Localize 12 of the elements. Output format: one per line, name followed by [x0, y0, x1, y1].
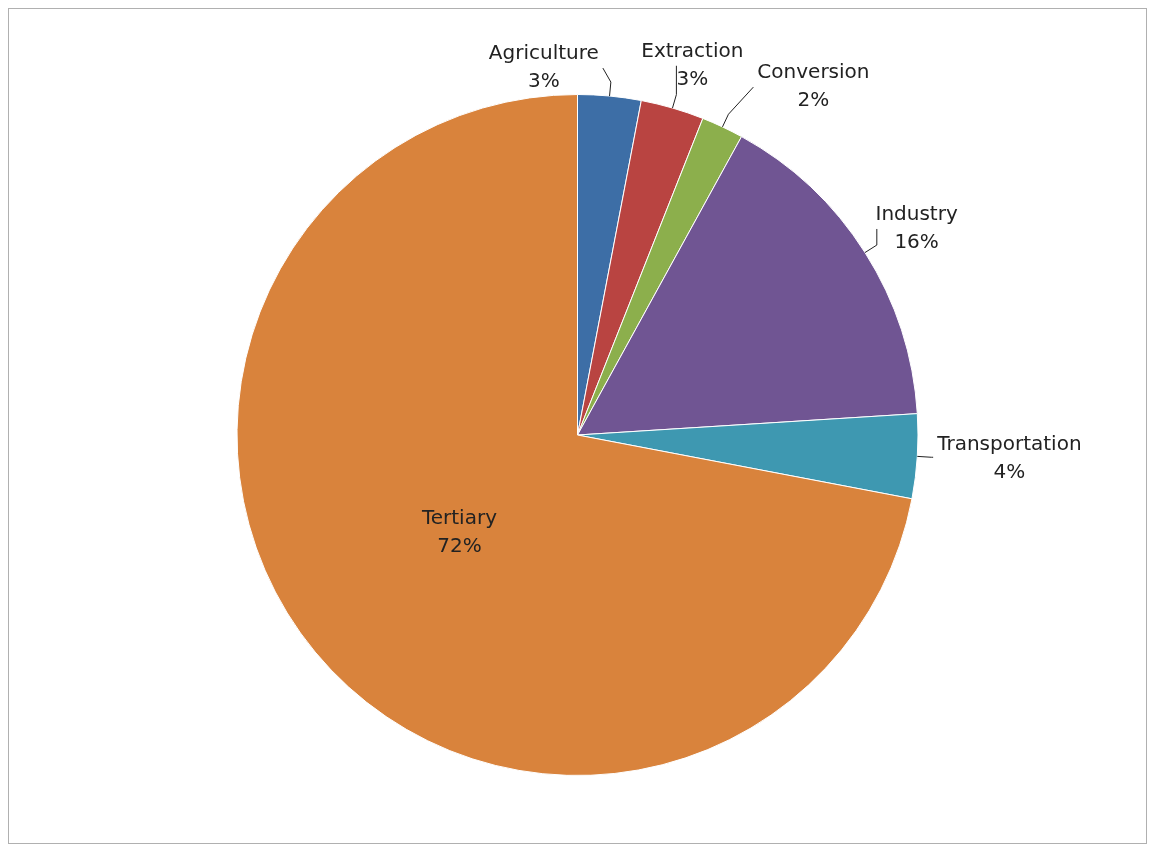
- data-label: 72%: [437, 532, 482, 557]
- slice-label: Extraction: [641, 37, 744, 62]
- data-label: 4%: [993, 459, 1026, 484]
- slice-label: Tertiary: [420, 504, 498, 529]
- slice-label: Agriculture: [488, 40, 599, 65]
- slice-label: Conversion: [757, 59, 870, 84]
- data-label: 3%: [528, 68, 560, 93]
- data-label: 2%: [797, 87, 830, 112]
- data-label: 16%: [894, 229, 939, 254]
- slice-label: Transportation: [936, 431, 1082, 456]
- slice-label: Industry: [875, 201, 958, 226]
- data-label: 3%: [676, 65, 709, 90]
